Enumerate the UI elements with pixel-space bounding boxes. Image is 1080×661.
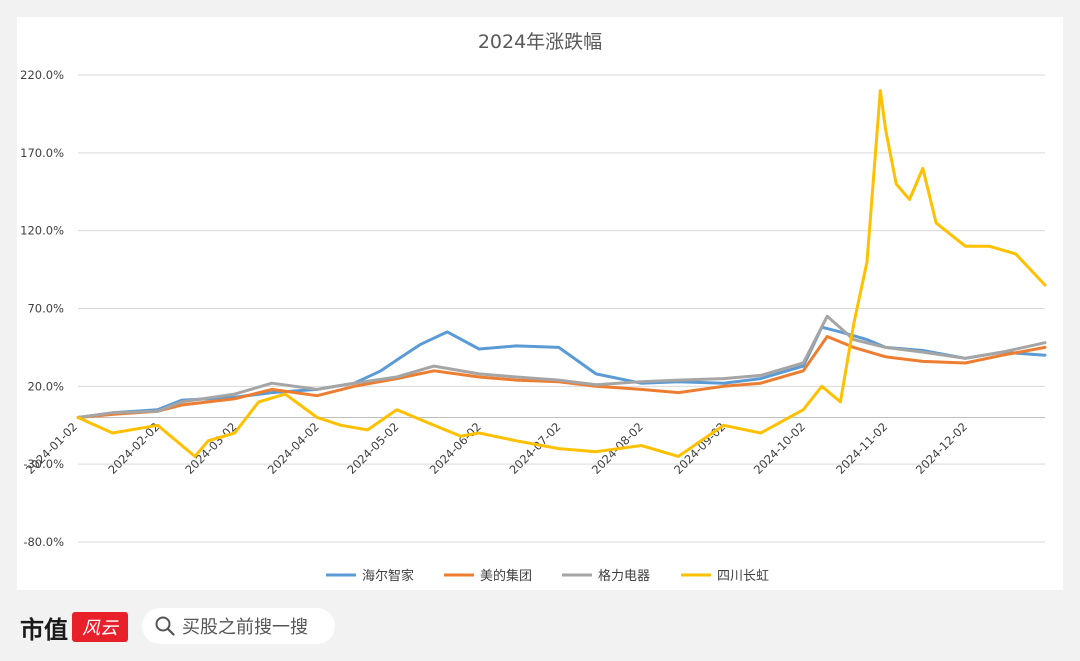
- legend-label: 格力电器: [598, 568, 650, 584]
- search-box[interactable]: 买股之前搜一搜: [142, 608, 335, 644]
- x-tick-label: 2024-04-02: [265, 420, 322, 477]
- y-tick-label: 120.0%: [20, 224, 64, 238]
- x-tick-label: 2024-11-02: [833, 420, 890, 477]
- x-axis-labels: 2024-01-02 2024-02-02 2024-03-02 2024-04-02…: [23, 420, 970, 477]
- search-placeholder: 买股之前搜一搜: [182, 617, 308, 638]
- logo-badge: 风云: [72, 612, 128, 642]
- y-tick-label: 220.0%: [20, 68, 64, 82]
- gridlines: [78, 74, 1045, 543]
- legend: 海尔智家 美的集团 格力电器 四川长虹: [326, 568, 769, 584]
- x-tick-label: 2024-10-02: [751, 420, 808, 477]
- chart-card: 2024年涨跌幅 220.0% 170.0% 120.0% 70.0% 20.0% -30…: [17, 17, 1063, 590]
- x-tick-label: 2024-06-02: [427, 420, 484, 477]
- logo-text: 市值: [20, 614, 68, 644]
- series-line-2: [76, 335, 1047, 419]
- x-tick-label: 2024-12-02: [913, 420, 970, 477]
- legend-label: 美的集团: [480, 568, 532, 584]
- y-tick-label: -30.0%: [23, 457, 64, 471]
- y-tick-label: 70.0%: [27, 302, 64, 316]
- search-icon: [155, 616, 175, 636]
- y-axis-labels: 220.0% 170.0% 120.0% 70.0% 20.0% -30.0% -80.0%: [20, 68, 64, 549]
- series-line-4: [76, 89, 1047, 458]
- brand-logo[interactable]: 市值 风云: [20, 610, 128, 644]
- y-tick-label: 170.0%: [20, 146, 64, 160]
- x-tick-label: 2024-03-02: [182, 420, 239, 477]
- logo-badge-text: 风云: [82, 618, 118, 639]
- footer-bar: 市值 风云 买股之前搜一搜: [0, 595, 1080, 661]
- legend-label: 四川长虹: [717, 569, 769, 584]
- series-line-1: [76, 325, 1047, 419]
- line-chart: 2024年涨跌幅 220.0% 170.0% 120.0% 70.0% 20.0% -30…: [20, 31, 1047, 584]
- series-lines: [76, 89, 1047, 458]
- y-tick-label: -80.0%: [23, 535, 64, 549]
- series-line-3: [76, 314, 1047, 419]
- y-tick-label: 20.0%: [27, 379, 64, 393]
- chart-title: 2024年涨跌幅: [478, 31, 602, 53]
- legend-label: 海尔智家: [362, 568, 414, 584]
